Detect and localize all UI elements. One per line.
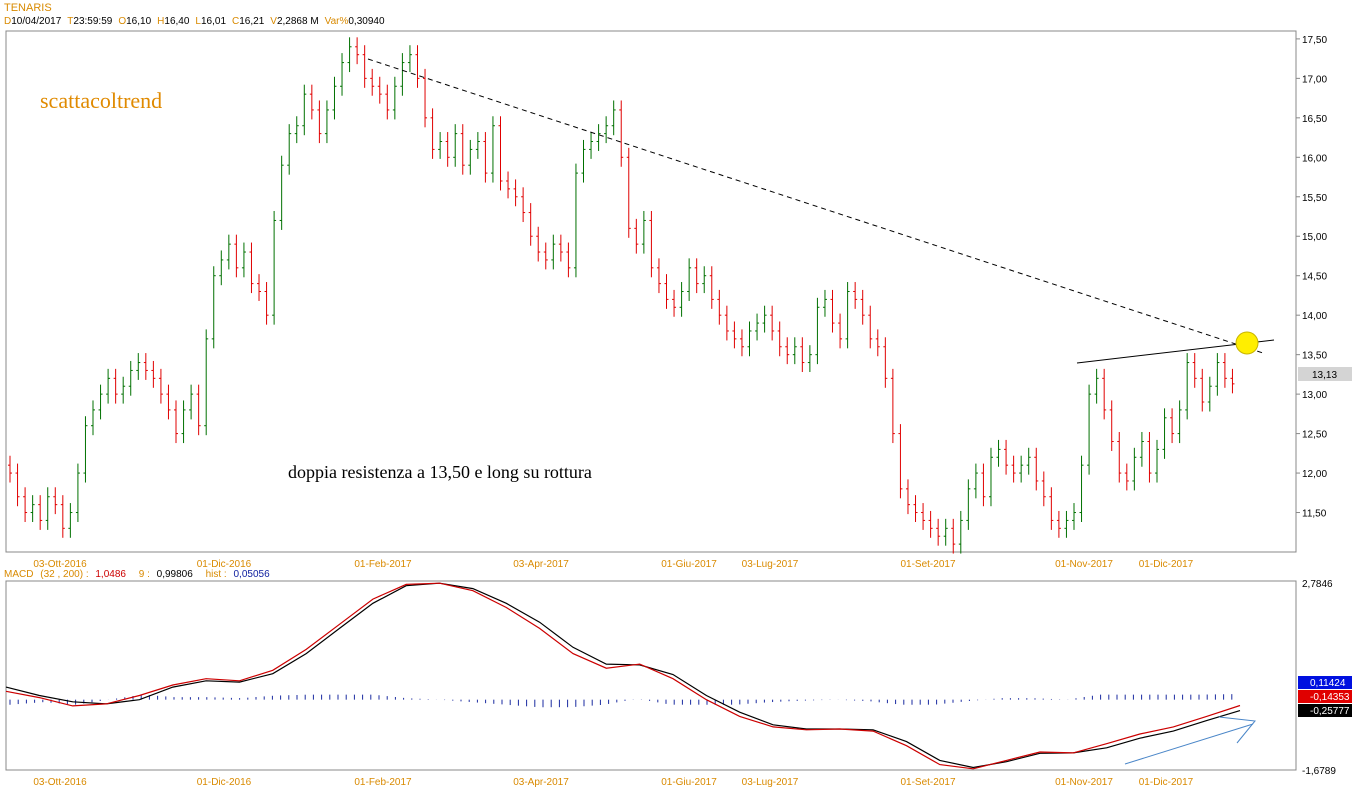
- last-price-tag: 13,13: [1312, 370, 1337, 381]
- macd-tick-label: -1,6789: [1302, 766, 1336, 777]
- x-tick-label: 01-Dic-2016: [197, 777, 252, 788]
- macd-panel[interactable]: [5, 580, 1297, 771]
- x-tick-label: 01-Set-2017: [900, 777, 955, 788]
- price-x-axis: 03-Ott-2016 01-Dic-2016 01-Feb-2017 03-Apr-…: [33, 559, 1193, 570]
- price-tick-label: 14,50: [1302, 272, 1327, 283]
- analysis-note: doppia resistenza a 13,50 e long su rott…: [288, 462, 592, 482]
- macd-line: [5, 582, 1241, 770]
- macd-tag: -0,14353: [1310, 692, 1350, 703]
- macd-tag-bg: [1298, 690, 1352, 703]
- x-tick-label: 01-Giu-2017: [661, 777, 717, 788]
- price-panel[interactable]: [5, 30, 1297, 553]
- macd-y-axis: 2,7846 -1,6789: [1302, 579, 1336, 777]
- price-y-axis: 17,50 17,00 16,50 16,00 15,50 15,00 14,50 14,00…: [1296, 35, 1327, 520]
- x-tick-label: 03-Ott-2016: [33, 559, 87, 570]
- price-tick-label: 13,00: [1302, 390, 1327, 401]
- x-tick-label: 03-Lug-2017: [742, 559, 799, 570]
- x-tick-label: 01-Dic-2017: [1139, 777, 1194, 788]
- downtrend-line: [367, 58, 1264, 354]
- watermark-text: scattacoltrend: [40, 88, 162, 113]
- info-value: 0,30940: [348, 16, 385, 27]
- info-value: 10/04/2017: [11, 16, 62, 27]
- x-tick-label: 01-Dic-2017: [1139, 559, 1194, 570]
- macd-info-bar: MACD (32 , 200) : 1,0486 9 : 0,99806 his…: [4, 569, 270, 580]
- info-value: 2,2868 M: [276, 16, 319, 27]
- x-tick-label: 01-Nov-2017: [1055, 777, 1113, 788]
- x-tick-label: 01-Feb-2017: [354, 777, 412, 788]
- x-tick-label: 01-Set-2017: [900, 559, 955, 570]
- x-tick-label: 01-Dic-2016: [197, 559, 252, 570]
- x-tick-label: 03-Ott-2016: [33, 777, 87, 788]
- instrument-title: TENARIS: [4, 2, 52, 14]
- macd-tag: 0,11424: [1310, 678, 1346, 689]
- x-tick-label: 03-Apr-2017: [513, 777, 569, 788]
- x-tick-label: 01-Feb-2017: [354, 559, 412, 570]
- price-tick-label: 16,50: [1302, 114, 1327, 125]
- macd-value: 1,0486: [95, 569, 126, 580]
- hist-value: 0,05056: [233, 569, 270, 580]
- macd-tag: -0,25777: [1310, 706, 1350, 717]
- price-tick-label: 12,50: [1302, 430, 1327, 441]
- info-value: 16,01: [200, 16, 227, 27]
- x-tick-label: 03-Apr-2017: [513, 559, 569, 570]
- info-value: 16,21: [239, 16, 265, 27]
- macd-plot: [5, 582, 1241, 770]
- info-key: H: [157, 16, 165, 27]
- price-tick-label: 15,00: [1302, 232, 1327, 243]
- signal-line: [5, 582, 1241, 769]
- macd-tag-bg: [1298, 704, 1352, 717]
- price-tick-label: 16,00: [1302, 153, 1327, 164]
- x-tick-label: 03-Lug-2017: [742, 777, 799, 788]
- info-key: T: [67, 16, 74, 27]
- breakout-marker: [1235, 331, 1259, 355]
- x-tick-label: 01-Nov-2017: [1055, 559, 1113, 570]
- info-key: Var%: [324, 16, 349, 27]
- info-key: C: [232, 16, 240, 27]
- macd-value-tags: 0,11424 -0,14353 -0,25777: [1298, 676, 1352, 717]
- price-tick-label: 17,50: [1302, 35, 1327, 46]
- signal-period: 9 :: [138, 569, 150, 580]
- info-key: L: [195, 16, 201, 27]
- price-tick-label: 13,50: [1302, 351, 1327, 362]
- trend-arrow: [1124, 723, 1254, 765]
- x-tick-label: 01-Giu-2017: [661, 559, 717, 570]
- info-value: 23:59:59: [73, 16, 113, 27]
- info-key: V: [270, 16, 277, 27]
- info-value: 16,10: [126, 16, 152, 27]
- price-tick-label: 15,50: [1302, 193, 1327, 204]
- macd-params: (32 , 200) :: [40, 569, 89, 580]
- hist-label: hist :: [205, 569, 227, 580]
- ohlc-info-bar: D10/04/2017 T23:59:59 O16,10 H16,40 L16,01 C1…: [4, 16, 391, 27]
- info-key: O: [118, 16, 127, 27]
- price-tick-label: 17,00: [1302, 74, 1327, 85]
- info-key: D: [4, 16, 12, 27]
- price-tick-label: 12,00: [1302, 469, 1327, 480]
- price-tick-label: 11,50: [1302, 509, 1327, 520]
- macd-x-axis: 03-Ott-2016 01-Dic-2016 01-Feb-2017 03-Apr-…: [33, 777, 1193, 788]
- signal-value: 0,99806: [156, 569, 193, 580]
- price-tick-label: 14,00: [1302, 311, 1327, 322]
- info-value: 16,40: [164, 16, 190, 27]
- macd-tag-bg: [1298, 676, 1352, 689]
- trend-arrow-head: [1218, 716, 1256, 744]
- macd-tick-label: 2,7846: [1302, 579, 1333, 590]
- macd-label: MACD: [4, 569, 34, 580]
- price-candles: [8, 37, 1235, 554]
- last-price-tag-bg: [1298, 367, 1352, 381]
